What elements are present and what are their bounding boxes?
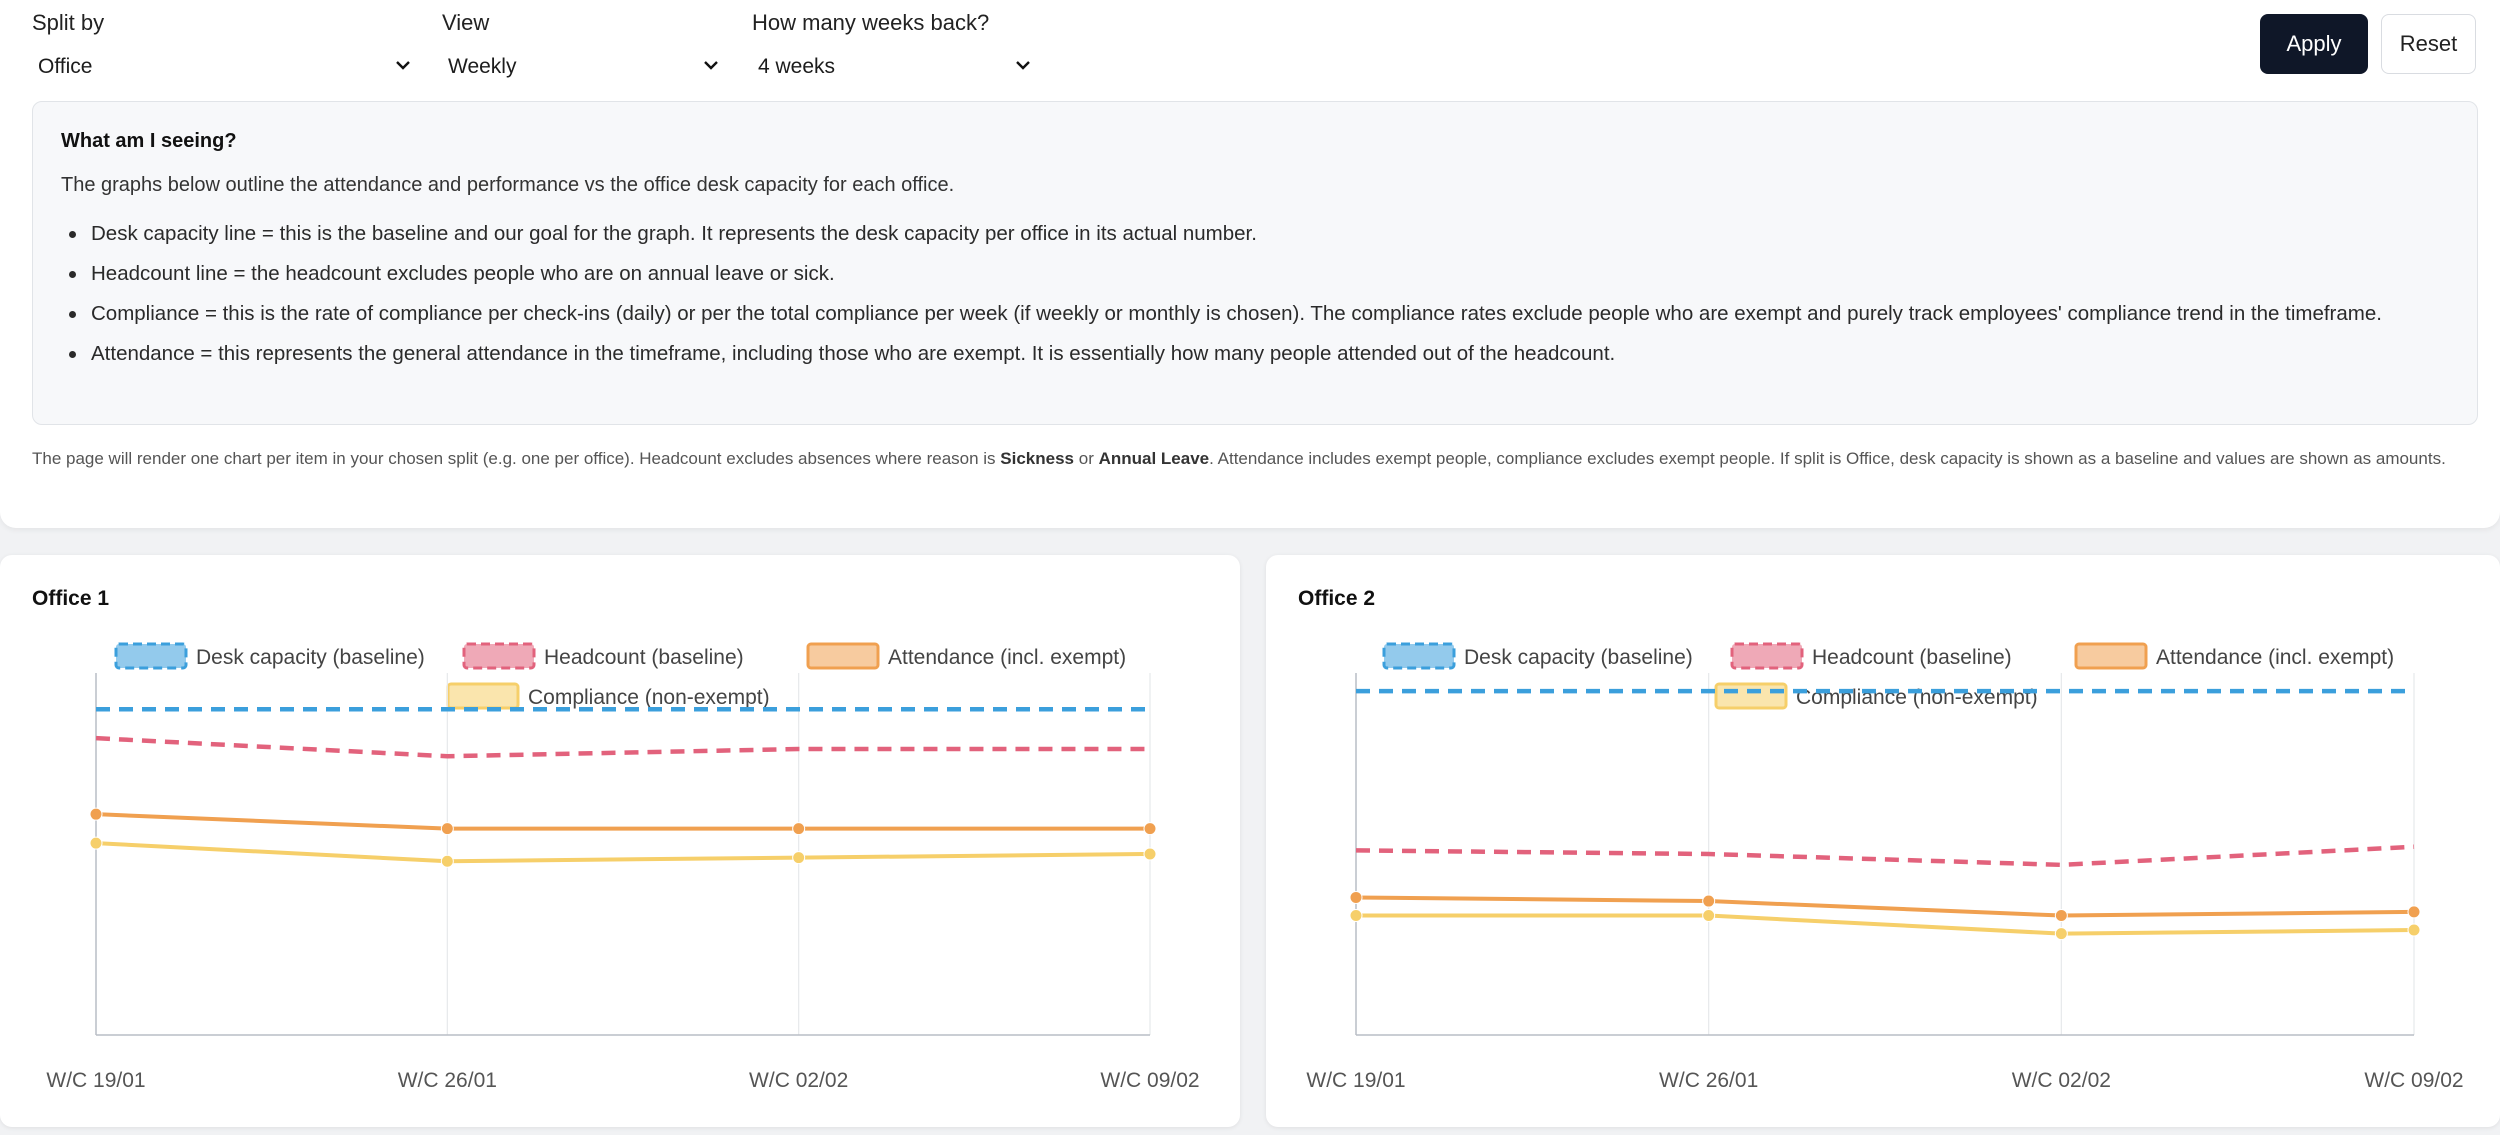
data-point[interactable] — [440, 822, 454, 836]
chart-card-office-2: Office 2 Desk capacity (baseline) Headcou… — [1266, 555, 2500, 1127]
series-attendance-incl-exempt — [89, 807, 1157, 836]
legend-item-headcount-baseline[interactable]: Headcount (baseline) — [1730, 642, 2012, 670]
data-point[interactable] — [89, 836, 103, 850]
x-tick-label: W/C 02/02 — [749, 1069, 848, 1092]
legend-label: Desk capacity (baseline) — [196, 646, 425, 669]
legend-swatch — [1730, 642, 1804, 670]
x-tick-label: W/C 19/01 — [46, 1069, 145, 1092]
series-headcount-baseline — [1355, 844, 2415, 868]
legend-swatch — [114, 642, 188, 670]
chevron-down-icon — [396, 61, 410, 70]
x-tick-label: W/C 26/01 — [398, 1069, 497, 1092]
data-point[interactable] — [1143, 847, 1157, 861]
series-line — [1355, 844, 2415, 868]
legend-label: Headcount (baseline) — [544, 646, 744, 669]
bullet-attendance: Attendance = this represents the general… — [61, 338, 2441, 370]
chevron-down-icon — [1016, 61, 1030, 70]
info-title: What am I seeing? — [61, 130, 237, 152]
legend-swatch — [446, 682, 520, 710]
apply-button[interactable]: Apply — [2260, 14, 2368, 74]
line-chart-office-2: Desk capacity (baseline) Headcount (basel… — [1306, 642, 2464, 1092]
x-tick-label: W/C 02/02 — [2012, 1069, 2111, 1092]
data-point[interactable] — [440, 854, 454, 868]
data-point[interactable] — [2407, 905, 2421, 919]
data-point[interactable] — [89, 807, 103, 821]
chevron-down-icon — [704, 61, 718, 70]
legend-item-desk-capacity-baseline[interactable]: Desk capacity (baseline) — [1382, 642, 1693, 670]
legend-item-attendance-incl-exempt[interactable]: Attendance (incl. exempt) — [2074, 642, 2394, 670]
split-by-select[interactable]: Office — [32, 46, 418, 88]
note-text-1: The page will render one chart per item … — [32, 449, 1001, 468]
legend-item-compliance-non-exempt[interactable]: Compliance (non-exempt) — [1714, 682, 2038, 710]
legend-swatch — [1382, 642, 1456, 670]
chart-title: Office 2 — [1298, 587, 1376, 610]
line-chart-office-1: Desk capacity (baseline) Headcount (basel… — [46, 642, 1200, 1092]
weeks-back-label: How many weeks back? — [752, 10, 990, 35]
bullet-headcount: Headcount line = the headcount excludes … — [61, 258, 2441, 290]
chart-title: Office 1 — [32, 587, 110, 610]
chart-card-office-1: Office 1 Desk capacity (baseline) Headcou… — [0, 555, 1240, 1127]
split-by-label: Split by — [32, 10, 105, 35]
series-line — [95, 812, 1150, 831]
x-tick-label: W/C 09/02 — [2364, 1069, 2463, 1092]
legend-swatch — [462, 642, 536, 670]
data-point[interactable] — [1143, 822, 1157, 836]
legend-item-compliance-non-exempt[interactable]: Compliance (non-exempt) — [446, 682, 770, 710]
x-tick-label: W/C 09/02 — [1100, 1069, 1199, 1092]
series-headcount-baseline — [95, 735, 1150, 759]
legend-item-headcount-baseline[interactable]: Headcount (baseline) — [462, 642, 744, 670]
data-point[interactable] — [2054, 909, 2068, 923]
view-select[interactable]: Weekly — [442, 46, 726, 88]
series-line — [95, 841, 1151, 864]
legend-swatch — [2074, 642, 2148, 670]
weeks-back-filter: How many weeks back? 4 weeks — [752, 8, 1038, 78]
view-filter: View Weekly — [442, 8, 726, 78]
data-point[interactable] — [1702, 894, 1716, 908]
legend-label: Compliance (non-exempt) — [528, 686, 770, 709]
view-label: View — [442, 10, 490, 35]
render-note: The page will render one chart per item … — [32, 444, 2472, 473]
bullet-compliance: Compliance = this is the rate of complia… — [61, 298, 2441, 330]
legend-item-desk-capacity-baseline[interactable]: Desk capacity (baseline) — [114, 642, 425, 670]
reset-button[interactable]: Reset — [2381, 14, 2476, 74]
x-tick-label: W/C 26/01 — [1659, 1069, 1758, 1092]
series-line — [1355, 895, 2415, 918]
info-bullet-list: Desk capacity line = this is the baselin… — [61, 218, 2441, 378]
legend-item-attendance-incl-exempt[interactable]: Attendance (incl. exempt) — [806, 642, 1126, 670]
series-line — [1356, 913, 2415, 936]
data-point[interactable] — [1349, 890, 1363, 904]
legend-swatch — [1714, 682, 1788, 710]
split-by-filter: Split by Office — [32, 8, 418, 78]
data-point[interactable] — [1702, 909, 1716, 923]
data-point[interactable] — [792, 851, 806, 865]
series-compliance-non-exempt — [1349, 909, 2421, 941]
data-point[interactable] — [792, 822, 806, 836]
data-point[interactable] — [1349, 909, 1363, 923]
legend-label: Attendance (incl. exempt) — [2156, 646, 2394, 669]
x-tick-label: W/C 19/01 — [1306, 1069, 1405, 1092]
info-box: What am I seeing? The graphs below outli… — [32, 101, 2478, 425]
bullet-desk-capacity: Desk capacity line = this is the baselin… — [61, 218, 2441, 250]
series-attendance-incl-exempt — [1349, 890, 2421, 923]
legend-label: Desk capacity (baseline) — [1464, 646, 1693, 669]
weeks-back-select[interactable]: 4 weeks — [752, 46, 1038, 88]
view-value: Weekly — [448, 55, 517, 78]
info-intro: The graphs below outline the attendance … — [61, 174, 955, 196]
data-point[interactable] — [2407, 923, 2421, 937]
split-by-value: Office — [38, 55, 93, 78]
note-annual-leave: Annual Leave — [1098, 449, 1210, 468]
weeks-back-value: 4 weeks — [758, 55, 836, 78]
legend-label: Headcount (baseline) — [1812, 646, 2012, 669]
legend-swatch — [806, 642, 880, 670]
filters-panel: Split by Office View Weekly How many wee… — [0, 0, 2500, 528]
series-line — [95, 735, 1150, 759]
series-compliance-non-exempt — [89, 836, 1157, 868]
legend-label: Attendance (incl. exempt) — [888, 646, 1126, 669]
note-sickness: Sickness — [1000, 449, 1075, 468]
data-point[interactable] — [2054, 927, 2068, 941]
note-text-3: . Attendance includes exempt people, com… — [1209, 449, 2446, 468]
note-text-2: or — [1074, 449, 1099, 468]
